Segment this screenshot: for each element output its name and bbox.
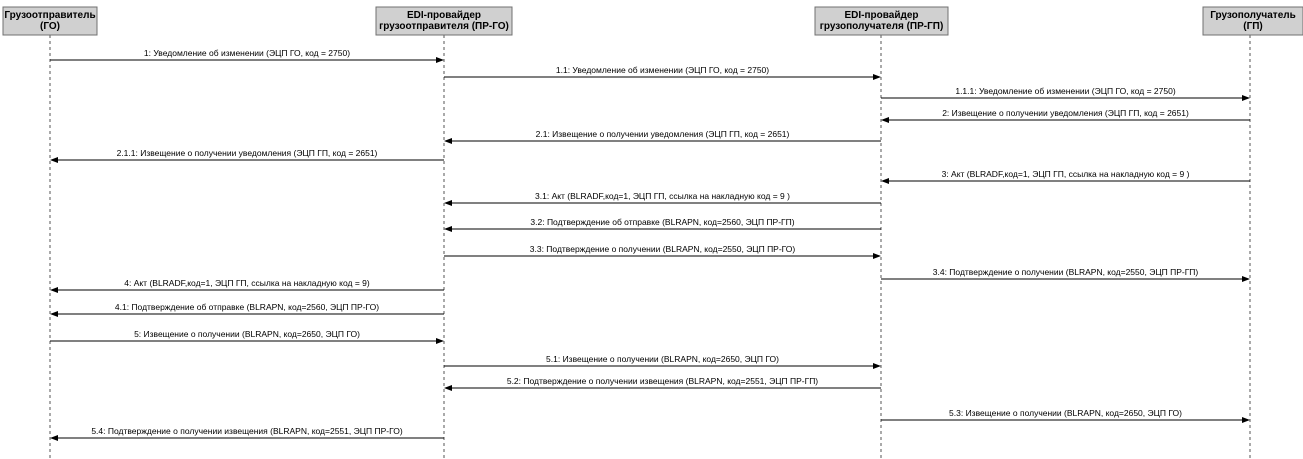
actor-gp: Грузополучатель(ГП) [1202,6,1303,36]
actor-label: Грузоотправитель [4,10,95,21]
message: 3.4: Подтверждение о получении (BLRAPN, … [881,267,1250,282]
arrowhead-icon [1242,417,1250,423]
message-label: 5.2: Подтверждение о получении извещения… [507,376,818,386]
arrowhead-icon [881,117,889,123]
arrowhead-icon [1242,95,1250,101]
message: 5.1: Извещение о получении (BLRAPN, код=… [444,354,881,369]
message-label: 1: Уведомление об изменении (ЭЦП ГО, код… [144,48,350,58]
lifelines [49,35,1251,459]
message-label: 2.1.1: Извещение о получении уведомления… [117,148,378,158]
actor-label: Грузополучатель [1210,10,1296,21]
message: 5.3: Извещение о получении (BLRAPN, код=… [881,408,1250,423]
message-label: 3.1: Акт (BLRADF,код=1, ЭЦП ГП, ссылка н… [535,191,790,201]
message-label: 1.1: Уведомление об изменении (ЭЦП ГО, к… [556,65,769,75]
actor-label: (ГП) [1243,21,1263,32]
arrowhead-icon [444,226,452,232]
actor-label: EDI-провайдер [407,10,481,21]
arrowhead-icon [444,200,452,206]
message: 5: Извещение о получении (BLRAPN, код=26… [50,329,444,344]
message: 1.1: Уведомление об изменении (ЭЦП ГО, к… [444,65,881,80]
actor-label: (ГО) [40,21,60,32]
message-label: 5: Извещение о получении (BLRAPN, код=26… [134,329,360,339]
message-label: 3.4: Подтверждение о получении (BLRAPN, … [933,267,1199,277]
message-label: 2: Извещение о получении уведомления (ЭЦ… [942,108,1189,118]
arrowhead-icon [1242,276,1250,282]
arrowhead-icon [50,157,58,163]
messages: 1: Уведомление об изменении (ЭЦП ГО, код… [50,48,1250,441]
actor-label: грузоотправителя (ПР-ГО) [379,21,509,32]
message: 5.4: Подтверждение о получении извещения… [50,426,444,441]
message: 1: Уведомление об изменении (ЭЦП ГО, код… [50,48,444,63]
message-label: 2.1: Извещение о получении уведомления (… [536,129,790,139]
arrowhead-icon [873,253,881,259]
message: 4.1: Подтверждение об отправке (BLRAPN, … [50,302,444,317]
actor-go: Грузоотправитель(ГО) [2,6,98,36]
message-label: 3: Акт (BLRADF,код=1, ЭЦП ГП, ссылка на … [942,169,1190,179]
arrowhead-icon [444,138,452,144]
arrowhead-icon [436,57,444,63]
arrowhead-icon [881,178,889,184]
message-label: 5.1: Извещение о получении (BLRAPN, код=… [546,354,779,364]
message: 2: Извещение о получении уведомления (ЭЦ… [881,108,1250,123]
actor-box [375,6,513,36]
message: 1.1.1: Уведомление об изменении (ЭЦП ГО,… [881,86,1250,101]
message: 4: Акт (BLRADF,код=1, ЭЦП ГП, ссылка на … [50,278,444,293]
arrowhead-icon [50,311,58,317]
arrowhead-icon [50,435,58,441]
arrowhead-icon [436,338,444,344]
arrowhead-icon [873,363,881,369]
message: 5.2: Подтверждение о получении извещения… [444,376,881,391]
arrowhead-icon [873,74,881,80]
message-label: 4: Акт (BLRADF,код=1, ЭЦП ГП, ссылка на … [124,278,370,288]
message: 2.1: Извещение о получении уведомления (… [444,129,881,144]
message: 3.2: Подтверждение об отправке (BLRAPN, … [444,217,881,232]
arrowhead-icon [444,385,452,391]
message-label: 1.1.1: Уведомление об изменении (ЭЦП ГО,… [955,86,1175,96]
actor-label: грузополучателя (ПР-ГП) [820,21,944,32]
message-label: 3.2: Подтверждение об отправке (BLRAPN, … [530,217,794,227]
actor-box [1202,6,1303,36]
actor-box [2,6,98,36]
message: 3.3: Подтверждение о получении (BLRAPN, … [444,244,881,259]
message-label: 4.1: Подтверждение об отправке (BLRAPN, … [115,302,379,312]
message-label: 5.4: Подтверждение о получении извещения… [91,426,402,436]
message: 3: Акт (BLRADF,код=1, ЭЦП ГП, ссылка на … [881,169,1250,184]
arrowhead-icon [50,287,58,293]
message: 3.1: Акт (BLRADF,код=1, ЭЦП ГП, ссылка н… [444,191,881,206]
actor-label: EDI-провайдер [845,10,919,21]
message-label: 5.3: Извещение о получении (BLRAPN, код=… [949,408,1182,418]
actor-box [814,6,949,36]
message-label: 3.3: Подтверждение о получении (BLRAPN, … [530,244,796,254]
actors: Грузоотправитель(ГО)EDI-провайдергрузоот… [2,6,1303,36]
message: 2.1.1: Извещение о получении уведомления… [50,148,444,163]
